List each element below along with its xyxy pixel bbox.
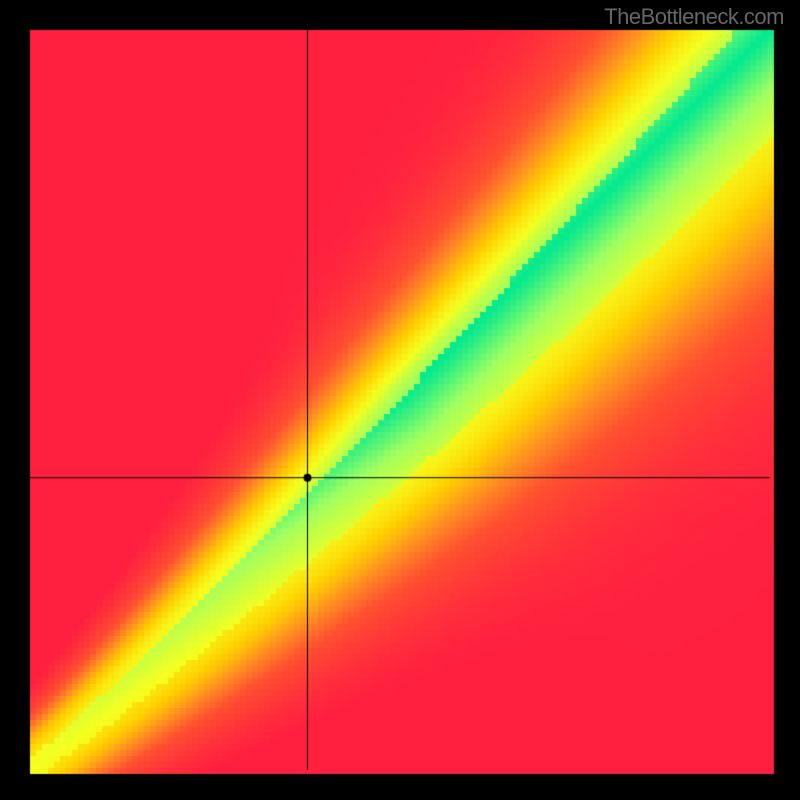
heatmap-canvas: [0, 0, 800, 800]
attribution-label: TheBottleneck.com: [604, 4, 784, 30]
